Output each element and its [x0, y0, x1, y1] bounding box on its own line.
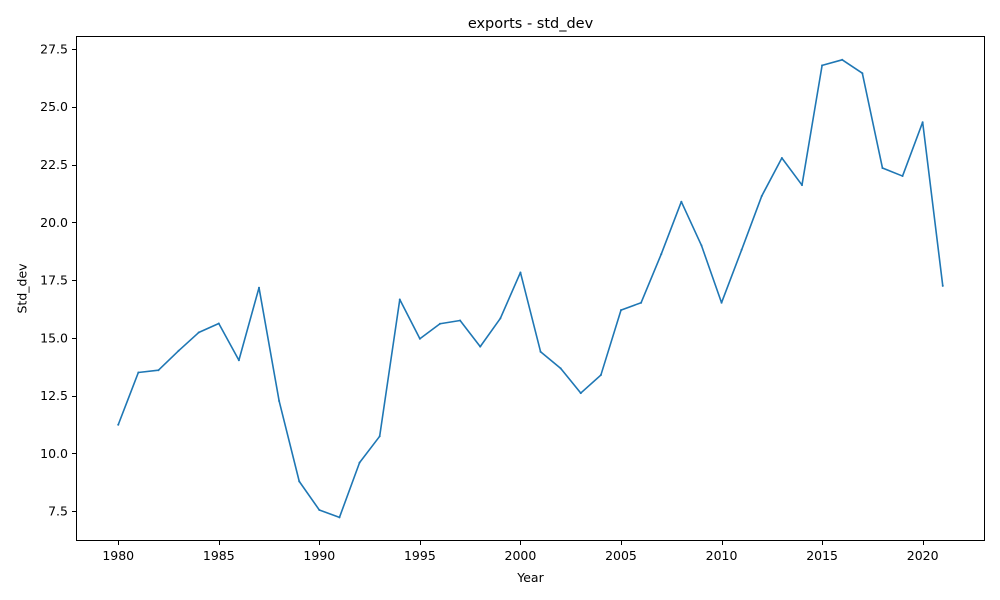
x-axis-label: Year	[516, 570, 544, 585]
data-point	[579, 392, 582, 395]
data-point	[459, 319, 462, 322]
data-point	[298, 480, 301, 483]
plot-area	[76, 36, 985, 541]
data-point	[941, 284, 944, 287]
data-point	[237, 359, 240, 362]
x-tick-label: 2000	[505, 548, 537, 563]
data-point	[479, 345, 482, 348]
x-axis: 1980 1985 1990 1995 2000 2005 2010 2015 2020	[102, 541, 939, 563]
y-tick-label: 10.0	[40, 446, 68, 461]
series-line	[117, 59, 944, 519]
data-point	[720, 301, 723, 304]
data-point	[921, 121, 924, 124]
x-tick-label: 1980	[102, 548, 134, 563]
x-tick-label: 2010	[706, 548, 738, 563]
y-tick-label: 15.0	[40, 330, 68, 345]
y-tick-label: 27.5	[40, 41, 68, 56]
x-tick-label: 1985	[203, 548, 235, 563]
data-point	[760, 194, 763, 197]
plot-background	[76, 36, 985, 541]
y-tick-label: 20.0	[40, 215, 68, 230]
data-point	[740, 248, 743, 251]
data-point	[901, 175, 904, 178]
data-point	[599, 374, 602, 377]
data-point	[680, 200, 683, 203]
series-layer	[117, 58, 944, 519]
y-tick-label: 12.5	[40, 388, 68, 403]
y-tick-label: 7.5	[48, 504, 68, 519]
data-point	[197, 331, 200, 334]
data-point	[278, 399, 281, 402]
data-point	[660, 253, 663, 256]
data-point	[358, 461, 361, 464]
data-point	[841, 58, 844, 61]
data-point	[620, 309, 622, 312]
data-point	[800, 184, 803, 187]
data-point	[539, 350, 542, 353]
data-point	[559, 367, 562, 370]
y-tick-label: 22.5	[40, 157, 68, 172]
data-point	[378, 435, 381, 438]
data-point	[700, 244, 703, 247]
data-point	[217, 322, 220, 325]
y-tick-label: 17.5	[40, 273, 68, 288]
x-tick-label: 1995	[404, 548, 436, 563]
x-tick-label: 2015	[806, 548, 838, 563]
data-point	[258, 286, 261, 289]
x-tick-label: 2005	[605, 548, 637, 563]
data-point	[519, 271, 522, 274]
data-point	[398, 298, 401, 301]
data-point	[117, 423, 120, 426]
data-point	[499, 317, 502, 320]
chart-title: exports - std_dev	[468, 16, 594, 32]
data-point	[640, 301, 643, 304]
y-axis: 7.5 10.0 12.5 15.0 17.5 20.0 22.5 25.0 27.5	[40, 41, 76, 519]
x-tick-label: 1990	[303, 548, 335, 563]
data-point	[318, 509, 321, 512]
y-tick-label: 25.0	[40, 99, 68, 114]
data-point	[177, 349, 180, 352]
data-point	[137, 371, 140, 374]
data-point	[439, 322, 441, 325]
data-point	[821, 64, 824, 67]
y-axis-label: Std_dev	[15, 263, 30, 314]
data-point	[157, 369, 160, 372]
data-point	[338, 516, 341, 519]
x-tick-label: 2020	[907, 548, 939, 563]
data-point	[780, 157, 783, 160]
data-point	[418, 337, 421, 340]
data-point	[881, 166, 884, 169]
data-point	[861, 72, 864, 75]
